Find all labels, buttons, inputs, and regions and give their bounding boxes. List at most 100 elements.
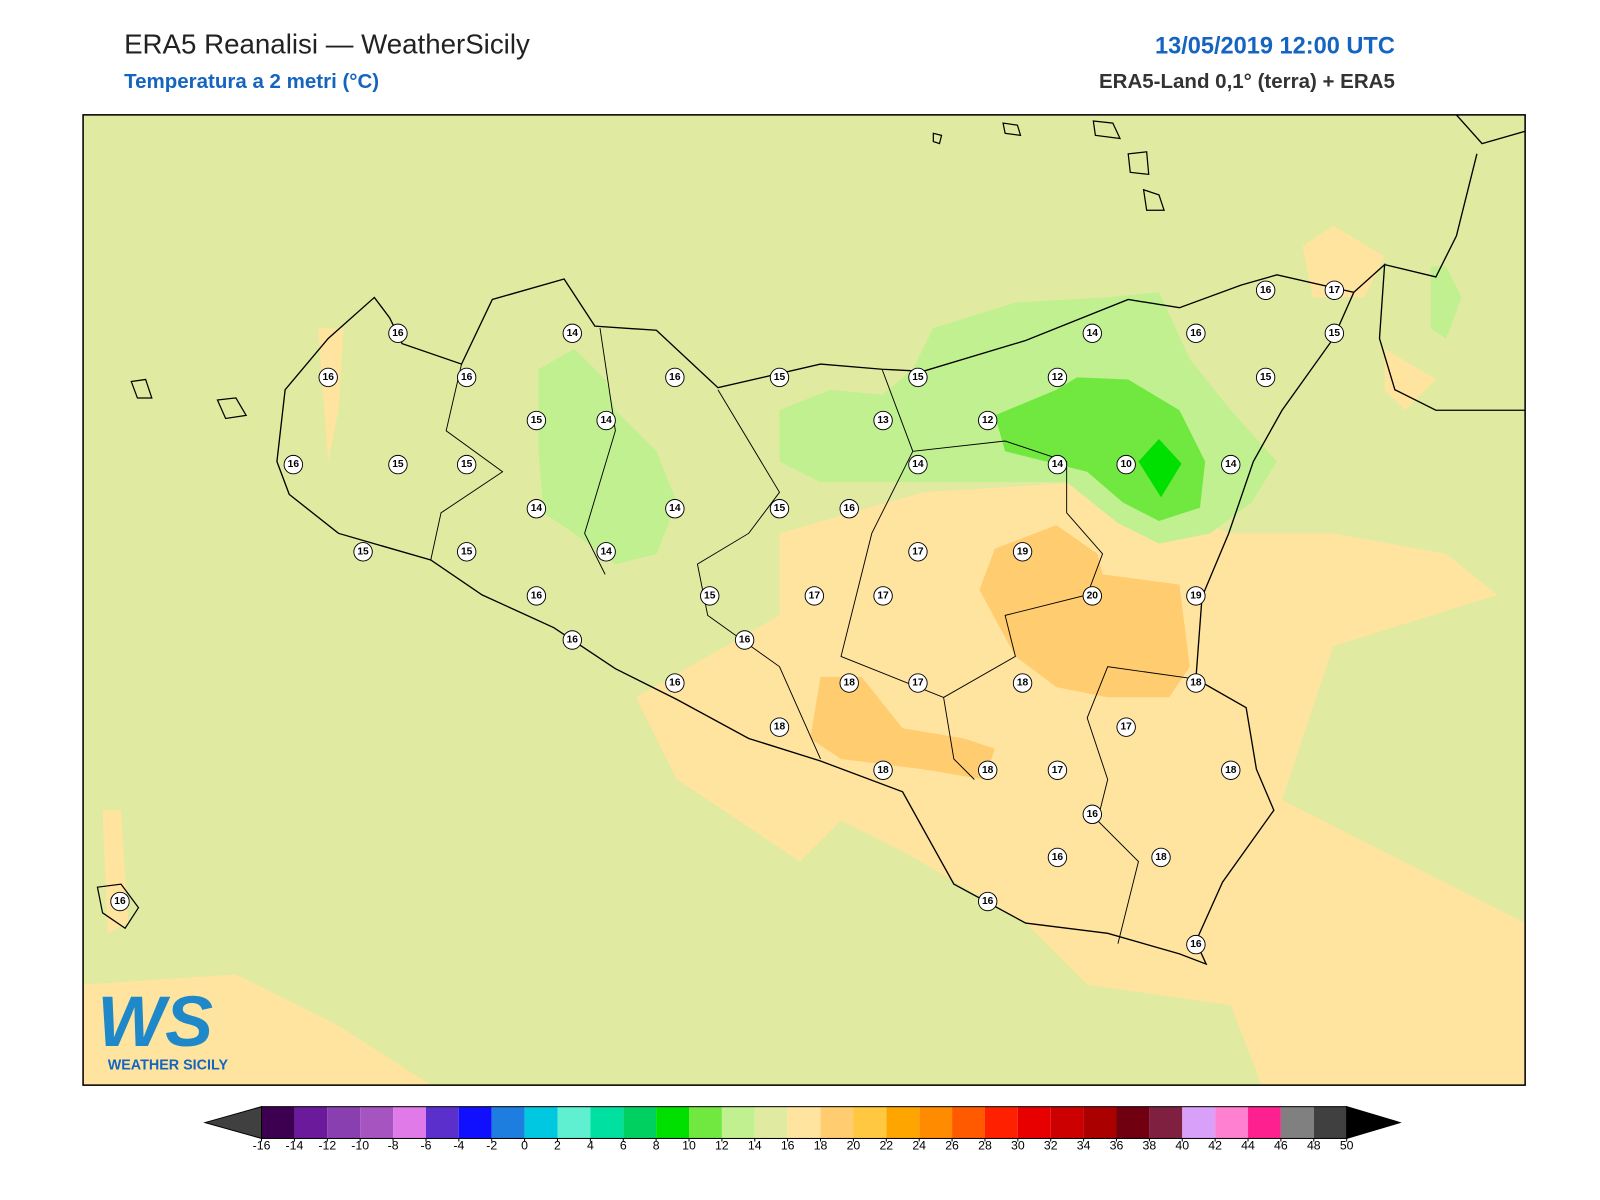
station-value: 10	[1120, 459, 1132, 470]
station-value: 16	[844, 503, 856, 514]
station-marker	[1116, 454, 1136, 475]
colorbar-tick-label: 8	[653, 1138, 660, 1152]
colorbar-segment	[1083, 1106, 1117, 1139]
province-borders	[430, 328, 1195, 944]
station-marker	[318, 367, 338, 388]
colorbar-tick-label: 22	[879, 1138, 893, 1152]
station-value: 17	[1120, 722, 1132, 733]
station-value: 16	[1052, 852, 1064, 863]
station-value: 15	[774, 503, 786, 514]
station-value: 16	[392, 328, 404, 339]
station-marker	[1012, 673, 1033, 693]
station-value: 18	[774, 722, 786, 733]
colorbar-segment	[1116, 1106, 1150, 1139]
station-marker	[908, 673, 928, 693]
colorbar-segment	[360, 1106, 394, 1139]
logo-mark: WS	[97, 982, 213, 1062]
station-value: 14	[1052, 459, 1064, 470]
colorbar-segment	[853, 1106, 887, 1139]
station-marker	[1012, 542, 1033, 562]
station-marker	[1047, 367, 1068, 388]
colorbar-segment	[689, 1106, 722, 1139]
station-marker	[456, 367, 477, 388]
colorbar-segment	[1280, 1106, 1314, 1139]
station-marker	[734, 630, 755, 650]
station-value: 16	[531, 590, 543, 601]
station-marker	[908, 454, 928, 475]
station-value: 18	[1017, 678, 1029, 689]
station-value: 14	[1225, 459, 1237, 470]
station-marker	[1082, 804, 1102, 825]
colorbar-tick-label: 42	[1208, 1138, 1222, 1152]
colorbar-tick-label: 16	[781, 1138, 795, 1152]
colorbar-segment	[491, 1106, 525, 1139]
colorbar-under	[203, 1105, 263, 1140]
station-value: 18	[1155, 852, 1167, 863]
station-value: 19	[1017, 546, 1029, 557]
colorbar-segment	[261, 1106, 295, 1139]
station-marker	[1047, 760, 1068, 780]
colorbar-tick-label: 48	[1307, 1138, 1321, 1152]
station-value: 15	[461, 459, 473, 470]
station-value: 14	[912, 459, 924, 470]
station-value: 12	[982, 415, 994, 426]
colorbar-segment	[919, 1106, 953, 1139]
colorbar-segment	[557, 1106, 591, 1139]
station-value: 15	[1260, 372, 1272, 383]
station-marker	[562, 323, 582, 344]
station-value: 14	[669, 503, 681, 514]
colorbar-tick-label: -10	[351, 1138, 369, 1152]
station-marker	[110, 891, 130, 912]
station-value: 15	[704, 590, 716, 601]
station-value: 15	[461, 546, 473, 557]
station-marker	[1082, 323, 1102, 344]
colorbar-tick-label: 46	[1274, 1138, 1288, 1152]
colorbar-tick-label: 40	[1175, 1138, 1189, 1152]
colorbar-tick-label: 26	[945, 1138, 959, 1152]
colorbar-segment	[754, 1106, 788, 1139]
station-value: 14	[531, 503, 543, 514]
station-value: 20	[1087, 590, 1099, 601]
station-value: 16	[739, 635, 751, 646]
station-value: 16	[1190, 328, 1202, 339]
station-value: 14	[567, 328, 579, 339]
station-marker	[1186, 586, 1206, 606]
colorbar-segment	[1017, 1106, 1051, 1139]
station-marker	[526, 410, 547, 431]
station-marker	[1047, 847, 1068, 868]
station-marker	[1186, 673, 1206, 693]
colorbar-segment	[886, 1106, 920, 1139]
colorbar-segment	[590, 1106, 624, 1139]
colorbar-tick-label: 32	[1044, 1138, 1058, 1152]
station-marker	[839, 673, 859, 693]
station-value: 16	[669, 678, 681, 689]
station-value: 16	[982, 896, 994, 907]
colorbar-over	[1346, 1105, 1402, 1140]
colorbar-segment	[524, 1106, 558, 1139]
station-value: 17	[912, 678, 924, 689]
station-value: 18	[844, 678, 856, 689]
map: 16 14 16 16 16 15 15 12 14 16 16 17 15 15 15 14 13 12 16 15…	[83, 114, 1526, 1086]
colorbar-segment	[327, 1106, 361, 1139]
map-frame	[82, 114, 1526, 1086]
station-value: 16	[669, 372, 681, 383]
station-marker	[769, 499, 790, 519]
colorbar: -16 -14 -12 -10 -8 -6 -4 -2 0 2 4 6 8 10 12 14 16 18 20 22 2…	[203, 1105, 1402, 1152]
colorbar-tick-label: -14	[286, 1138, 304, 1152]
station-value: 15	[357, 546, 369, 557]
colorbar-tick-label: 50	[1340, 1138, 1354, 1152]
station-marker	[977, 891, 998, 912]
station-value: 19	[1190, 590, 1202, 601]
station-value: 16	[1087, 809, 1099, 820]
stations: 16 14 16 16 16 15 15 12 14 16 16 17 15 15 15 14 13 12 16 15…	[110, 280, 1345, 955]
colorbar-segment	[820, 1106, 854, 1139]
contour	[994, 377, 1206, 522]
station-marker	[456, 454, 477, 475]
station-marker	[908, 367, 928, 388]
colorbar-segment	[1050, 1106, 1084, 1139]
station-value: 16	[288, 459, 300, 470]
colorbar-segment	[1215, 1106, 1249, 1139]
colorbar-segment	[1313, 1106, 1347, 1139]
station-marker	[1186, 323, 1206, 344]
station-marker	[908, 542, 928, 562]
